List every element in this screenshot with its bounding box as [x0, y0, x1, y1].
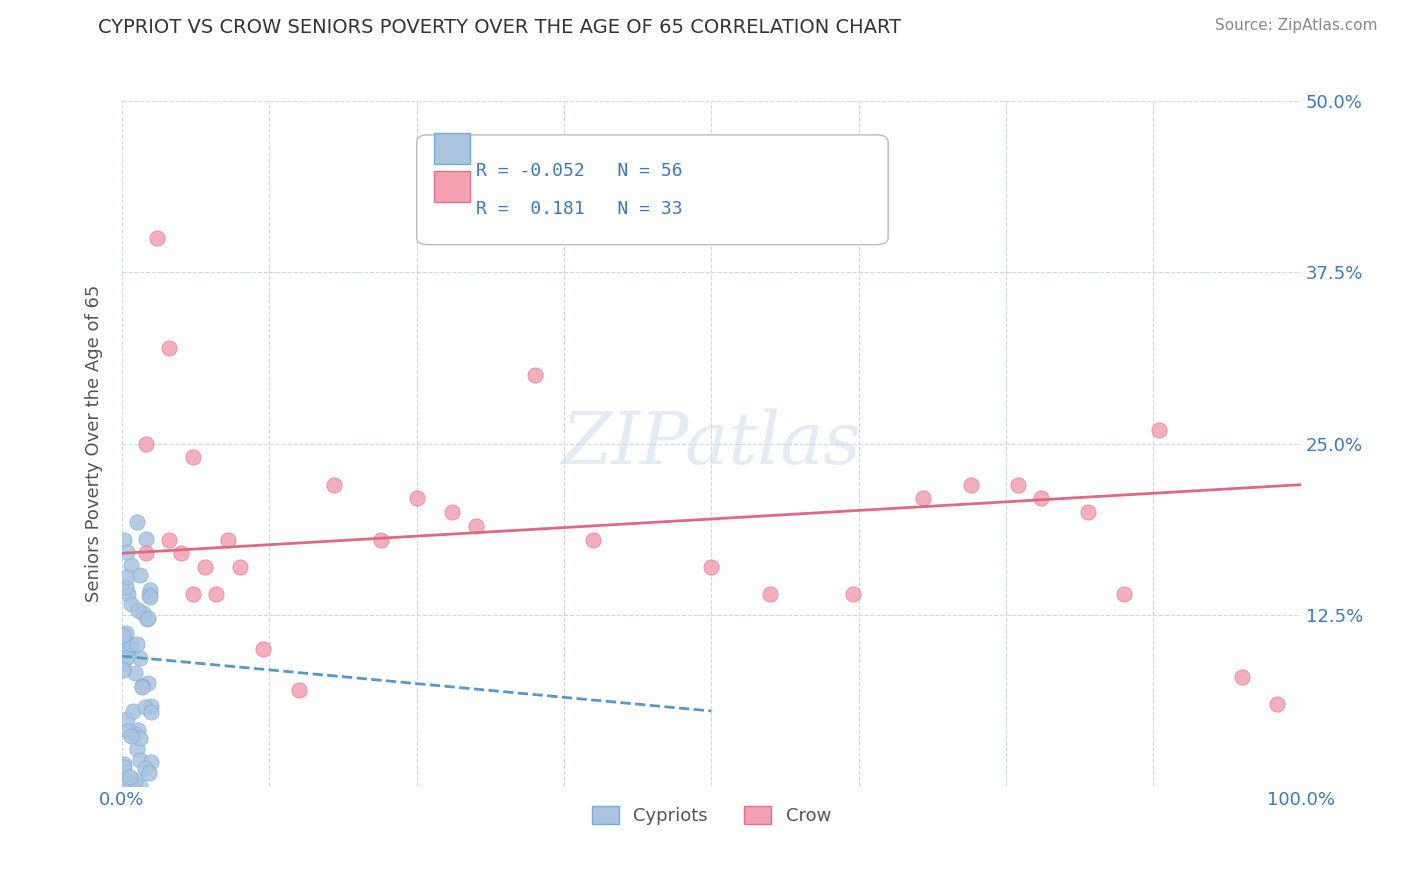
- Point: [959, 477, 981, 491]
- Point: [128, 731, 150, 745]
- Text: ZIPatlas: ZIPatlas: [561, 409, 860, 479]
- Point: [131, 680, 153, 694]
- Point: [118, 770, 141, 784]
- Point: [112, 760, 135, 774]
- Point: [120, 637, 142, 651]
- Point: [157, 533, 180, 547]
- Point: [1031, 491, 1053, 506]
- Point: [135, 436, 157, 450]
- Point: [115, 580, 138, 594]
- Point: [121, 642, 143, 657]
- Point: [112, 533, 135, 547]
- Point: [117, 640, 139, 655]
- Point: [135, 532, 157, 546]
- Point: [138, 611, 160, 625]
- Point: [441, 505, 464, 519]
- Text: CYPRIOT VS CROW SENIORS POVERTY OVER THE AGE OF 65 CORRELATION CHART: CYPRIOT VS CROW SENIORS POVERTY OVER THE…: [98, 18, 901, 37]
- Bar: [434, 171, 470, 202]
- Point: [128, 651, 150, 665]
- Point: [117, 724, 139, 739]
- Point: [170, 546, 193, 560]
- Point: [124, 726, 146, 740]
- Point: [117, 587, 139, 601]
- Point: [129, 753, 152, 767]
- Point: [135, 546, 157, 560]
- Point: [139, 699, 162, 714]
- Point: [114, 625, 136, 640]
- Point: [157, 341, 180, 355]
- Point: [117, 649, 139, 664]
- Point: [323, 477, 346, 491]
- Point: [112, 757, 135, 772]
- Point: [405, 491, 427, 506]
- Point: [912, 491, 935, 506]
- Point: [120, 776, 142, 790]
- Point: [252, 642, 274, 657]
- Point: [132, 607, 155, 621]
- Point: [1265, 697, 1288, 711]
- Point: [127, 516, 149, 530]
- Text: R =  0.181   N = 33: R = 0.181 N = 33: [475, 200, 682, 218]
- Point: [115, 545, 138, 559]
- Point: [193, 560, 215, 574]
- Y-axis label: Seniors Poverty Over the Age of 65: Seniors Poverty Over the Age of 65: [86, 285, 103, 602]
- Point: [139, 583, 162, 598]
- Legend: Cypriots, Crow: Cypriots, Crow: [585, 798, 838, 832]
- Point: [1230, 670, 1253, 684]
- Point: [181, 450, 204, 465]
- Point: [1077, 505, 1099, 519]
- Point: [1112, 587, 1135, 601]
- Point: [1147, 423, 1170, 437]
- Point: [128, 568, 150, 582]
- Point: [135, 612, 157, 626]
- Point: [288, 683, 311, 698]
- Point: [136, 676, 159, 690]
- Bar: [434, 133, 470, 164]
- Point: [700, 560, 723, 574]
- Point: [181, 587, 204, 601]
- Point: [114, 774, 136, 789]
- Point: [127, 742, 149, 756]
- Point: [127, 603, 149, 617]
- Text: R = -0.052   N = 56: R = -0.052 N = 56: [475, 162, 682, 180]
- Point: [112, 772, 135, 787]
- Point: [229, 560, 252, 574]
- Point: [134, 761, 156, 775]
- Point: [205, 587, 228, 601]
- Point: [370, 533, 392, 547]
- Point: [146, 231, 169, 245]
- Point: [523, 368, 546, 382]
- Point: [759, 587, 782, 601]
- Point: [125, 637, 148, 651]
- Point: [112, 664, 135, 678]
- Point: [134, 699, 156, 714]
- Point: [138, 590, 160, 604]
- Point: [139, 705, 162, 719]
- Point: [115, 642, 138, 657]
- Point: [138, 587, 160, 601]
- Point: [124, 665, 146, 680]
- Point: [129, 779, 152, 793]
- Point: [138, 766, 160, 780]
- Point: [120, 597, 142, 611]
- Point: [217, 533, 239, 547]
- Point: [131, 679, 153, 693]
- Text: Source: ZipAtlas.com: Source: ZipAtlas.com: [1215, 18, 1378, 33]
- Point: [121, 704, 143, 718]
- Point: [127, 723, 149, 737]
- Point: [117, 570, 139, 584]
- Point: [842, 587, 865, 601]
- Point: [112, 628, 135, 642]
- Point: [120, 558, 142, 572]
- Point: [1007, 477, 1029, 491]
- Point: [111, 657, 134, 671]
- Point: [115, 712, 138, 726]
- Point: [582, 533, 605, 547]
- Point: [464, 519, 486, 533]
- Point: [120, 730, 142, 744]
- Point: [124, 773, 146, 788]
- Point: [139, 755, 162, 769]
- FancyBboxPatch shape: [416, 135, 889, 244]
- Point: [117, 638, 139, 652]
